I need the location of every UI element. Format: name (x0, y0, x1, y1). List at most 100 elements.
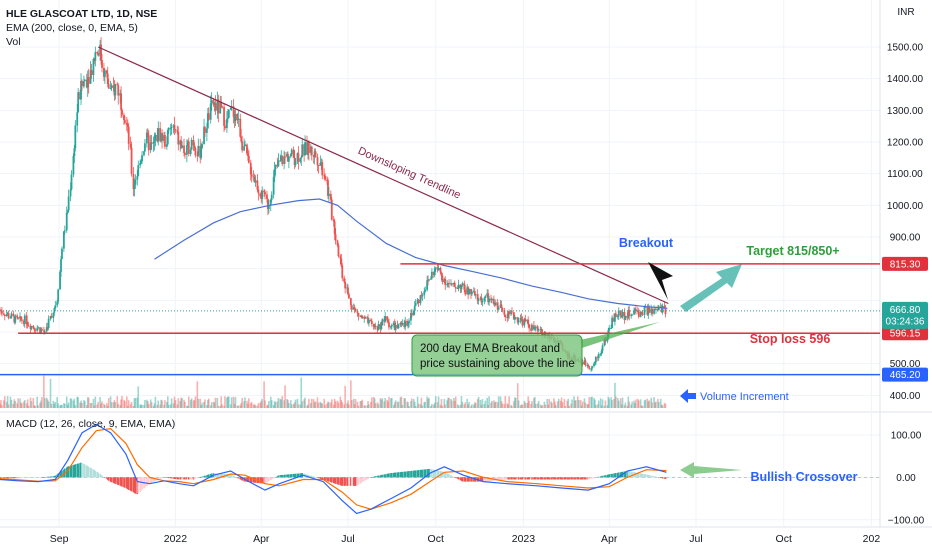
volume-bar (401, 404, 404, 408)
candle-body (624, 315, 627, 320)
macd-histogram-bar (130, 477, 133, 492)
candle-body (185, 145, 188, 155)
volume-bar (220, 396, 222, 408)
macd-histogram-bar (72, 465, 75, 478)
volume-bar (10, 399, 13, 408)
overlay-lines (0, 46, 880, 376)
volume-bar (339, 396, 342, 408)
volume-bar (352, 398, 355, 408)
volume-bar (403, 398, 406, 408)
price-candles (0, 37, 667, 372)
volume-bar (85, 405, 88, 408)
candle-body (437, 267, 440, 271)
macd-histogram-bar (412, 470, 415, 478)
macd-histogram-bar (551, 477, 553, 480)
macd-histogram-bar (424, 469, 427, 478)
candle-body (643, 306, 646, 315)
volume-bar (571, 399, 573, 408)
candle-body (486, 293, 489, 297)
macd-histogram-bar (106, 477, 109, 480)
volume-bar (534, 396, 536, 408)
volume-bar (551, 402, 553, 408)
macd-histogram-bar (328, 477, 330, 482)
candle-body (412, 310, 415, 316)
candle-body (127, 127, 130, 144)
volume-bar (433, 404, 435, 408)
candle-body (126, 125, 129, 128)
macd-histogram-bar (370, 477, 372, 478)
macd-histogram-bar (403, 471, 406, 478)
candle-body (290, 149, 293, 155)
candle-body (103, 67, 105, 77)
candle-body (417, 299, 420, 304)
volume-bar (133, 398, 136, 408)
macd-histogram-bar (252, 477, 255, 483)
macd-histogram-bar (414, 470, 417, 478)
macd-histogram-bar (187, 477, 189, 480)
candle-body (533, 328, 536, 330)
volume-bar (139, 404, 141, 408)
volume-bar (319, 401, 322, 408)
volume-bar (640, 405, 643, 408)
volume-bar (237, 405, 240, 408)
macd-histogram-bar (263, 477, 265, 484)
volume-bar (400, 396, 403, 408)
macd-histogram-bar (637, 472, 639, 478)
volume-bar (391, 398, 393, 408)
price-tag-bg (882, 326, 928, 341)
volume-bar (80, 400, 82, 408)
candle-body (406, 320, 409, 326)
macd-histogram-bar (643, 474, 646, 478)
macd-histogram-bar (554, 477, 556, 480)
macd-histogram-bar (588, 477, 591, 480)
volume-bar (57, 403, 59, 408)
candle-body (349, 298, 352, 306)
macd-histogram-bar (514, 477, 516, 480)
macd-histogram-bar (648, 475, 651, 478)
macd-histogram-bar (364, 477, 366, 481)
volume-bar (312, 399, 315, 408)
volume-bar (164, 400, 166, 408)
volume-bar (559, 400, 562, 408)
macd-histogram-bar (193, 477, 196, 480)
volume-bar (260, 400, 263, 408)
volume-bar (194, 396, 197, 408)
macd-histogram-bar (595, 477, 597, 478)
macd-histogram-bar (461, 477, 464, 482)
macd-histogram-bar (92, 469, 95, 478)
macd-histogram-bar (413, 470, 416, 478)
macd-histogram-bar (53, 476, 56, 478)
candle-body (392, 322, 395, 325)
macd-histogram-bar (152, 477, 155, 483)
candle-body (299, 158, 302, 162)
candle-body (129, 143, 132, 148)
candle-body (591, 366, 593, 369)
volume-bar (459, 404, 462, 408)
volume-bar (199, 398, 202, 408)
candle-body (229, 107, 232, 110)
macd-y-tick-label: 100.00 (891, 430, 922, 441)
candle-body (272, 177, 275, 195)
macd-histogram-bar (352, 477, 355, 486)
volume-bar (196, 381, 199, 408)
candle-body (237, 118, 240, 121)
candle-body (581, 362, 584, 365)
macd-histogram-bar (647, 474, 650, 478)
macd-histogram-bar (383, 474, 386, 478)
volume-bar (541, 405, 544, 408)
candle-body (481, 300, 484, 303)
macd-histogram-bar (127, 477, 130, 490)
candle-body (344, 281, 347, 289)
volume-bar (483, 404, 486, 408)
candle-body (153, 140, 156, 143)
macd-histogram-bar (27, 477, 30, 478)
volume-bar (264, 400, 266, 408)
volume-bar (450, 398, 452, 408)
candle-body (22, 320, 25, 324)
macd-histogram-bar (560, 477, 563, 480)
macd-histogram-bar (433, 469, 436, 478)
macd-histogram-bar (663, 477, 666, 479)
volume-bar (184, 401, 186, 408)
y-tick-label: 1000.00 (887, 201, 924, 212)
